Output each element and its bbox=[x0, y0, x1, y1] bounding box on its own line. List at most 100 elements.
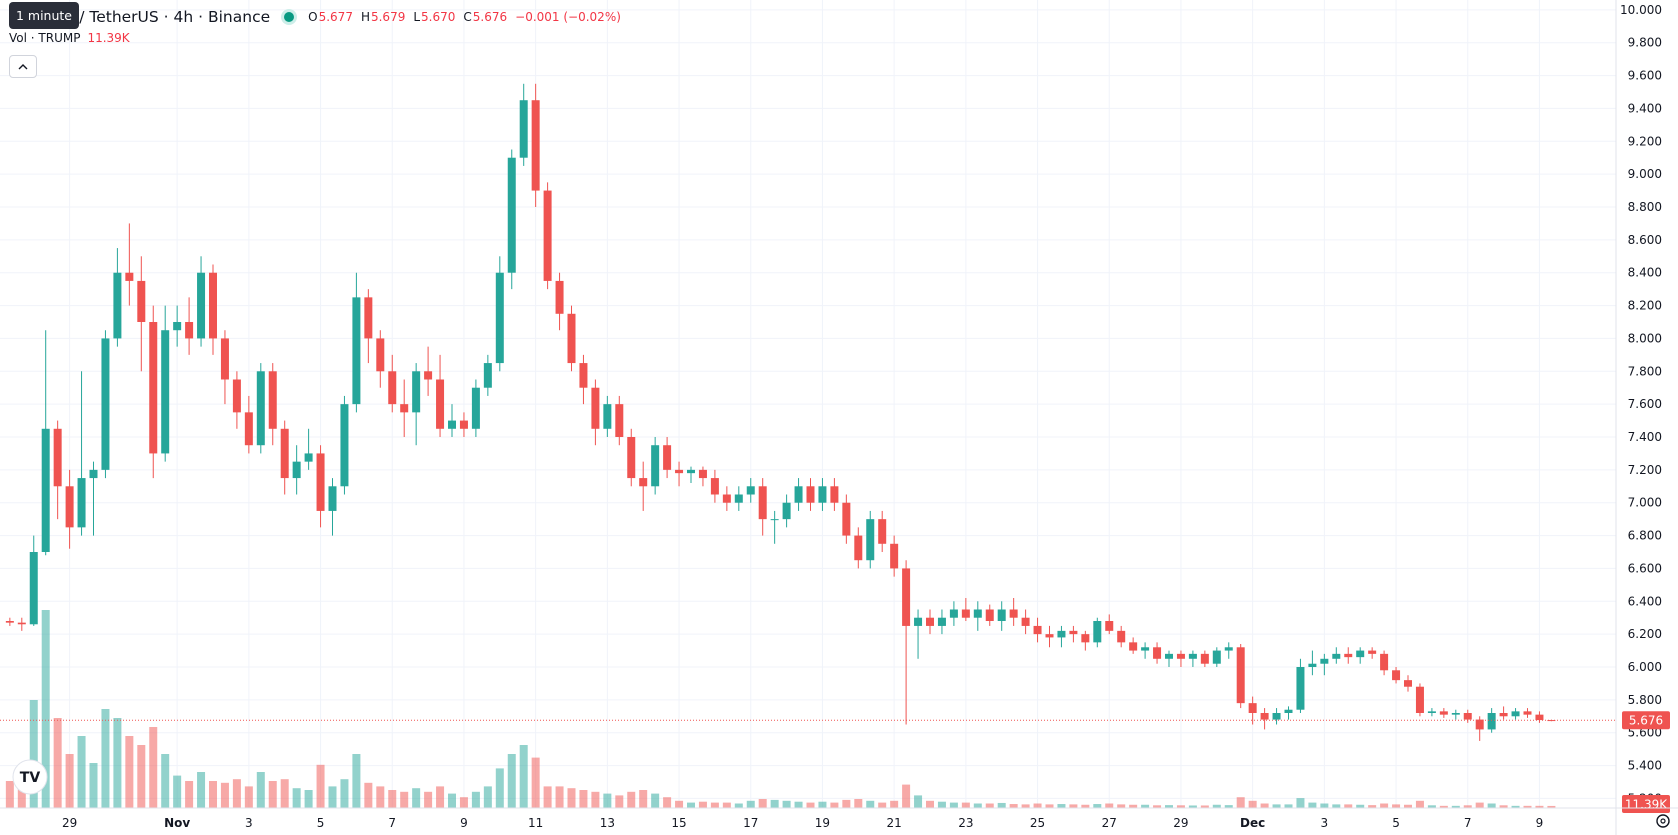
volume-bar bbox=[1380, 803, 1389, 808]
volume-bar bbox=[507, 754, 516, 808]
volume-bar bbox=[149, 727, 158, 808]
volume-bar bbox=[1487, 803, 1496, 808]
volume-bar bbox=[949, 802, 958, 808]
x-tick-label: 15 bbox=[671, 816, 686, 830]
volume-bar bbox=[412, 788, 421, 808]
x-tick-label: 17 bbox=[743, 816, 758, 830]
volume-bar bbox=[1427, 805, 1436, 808]
candle-body bbox=[758, 486, 767, 520]
x-tick-label: 27 bbox=[1102, 816, 1117, 830]
candle-body bbox=[1380, 653, 1389, 671]
candle-body bbox=[854, 535, 863, 561]
volume-bar bbox=[937, 801, 946, 808]
candle-body bbox=[1212, 650, 1221, 664]
volume-bar bbox=[1368, 805, 1377, 808]
volume-bar bbox=[687, 802, 695, 808]
volume-bar bbox=[710, 802, 719, 808]
volume-bar bbox=[1248, 800, 1257, 808]
candle-body bbox=[1200, 653, 1209, 664]
legend-value: 5.677 bbox=[318, 10, 353, 24]
y-tick-label: 8.000 bbox=[1628, 331, 1662, 345]
volume-bar bbox=[1236, 797, 1245, 808]
volume-bar bbox=[926, 800, 934, 808]
volume-bar bbox=[1117, 804, 1126, 808]
volume-bar bbox=[914, 795, 923, 808]
collapse-button[interactable] bbox=[9, 55, 37, 78]
volume-bar bbox=[1212, 804, 1221, 808]
candle-body bbox=[268, 371, 277, 429]
volume-bar bbox=[256, 772, 265, 808]
candle-body bbox=[1236, 647, 1245, 704]
candle-body bbox=[1021, 617, 1030, 626]
volume-bar bbox=[400, 791, 409, 808]
volume-bar bbox=[1356, 804, 1365, 808]
change: −0.001 (−0.02%) bbox=[515, 10, 621, 24]
candle-body bbox=[663, 445, 672, 470]
x-tick-label: 9 bbox=[460, 816, 468, 830]
candle-body bbox=[961, 609, 970, 618]
x-tick-label: 29 bbox=[1173, 816, 1188, 830]
volume-bar bbox=[1129, 804, 1138, 808]
x-tick-label: 7 bbox=[1464, 816, 1472, 830]
candle-body bbox=[1165, 653, 1173, 659]
volume-bar bbox=[328, 786, 337, 808]
candle-body bbox=[340, 404, 349, 487]
candle-body bbox=[1427, 711, 1436, 713]
candle-body bbox=[1105, 621, 1114, 631]
candle-body bbox=[507, 157, 516, 273]
volume-bar bbox=[304, 790, 313, 808]
candle-body bbox=[1117, 630, 1126, 643]
candle-body bbox=[926, 617, 934, 626]
volume-bar bbox=[1093, 804, 1102, 808]
volume-bar bbox=[1547, 805, 1556, 808]
volume-bar bbox=[1499, 805, 1508, 808]
volume-bar bbox=[161, 754, 170, 808]
x-tick-label: Dec bbox=[1240, 816, 1265, 830]
candle-body bbox=[113, 272, 122, 339]
candle-body bbox=[615, 404, 624, 437]
candle-body bbox=[710, 478, 719, 495]
candle-body bbox=[29, 552, 38, 625]
volume-bar bbox=[973, 803, 982, 808]
x-tick-label: 3 bbox=[1321, 816, 1329, 830]
candle-body bbox=[687, 469, 695, 474]
volume-bar bbox=[29, 700, 38, 808]
candle-body bbox=[137, 280, 146, 322]
candle-body bbox=[985, 609, 994, 621]
x-tick-label: 9 bbox=[1536, 816, 1544, 830]
candle-body bbox=[1272, 713, 1281, 720]
volume-bar bbox=[101, 709, 110, 808]
settings-icon[interactable] bbox=[1656, 814, 1670, 828]
candle-body bbox=[830, 486, 839, 503]
volume-bar bbox=[1284, 804, 1293, 808]
volume-bar bbox=[1535, 805, 1544, 808]
volume-bar bbox=[890, 800, 899, 808]
volume-bar bbox=[1045, 804, 1054, 808]
x-tick-label: 19 bbox=[815, 816, 830, 830]
candle-body bbox=[495, 272, 504, 364]
volume-bar bbox=[866, 800, 875, 808]
candle-body bbox=[914, 617, 923, 626]
candle-body bbox=[5, 621, 14, 623]
candle-body bbox=[125, 272, 134, 281]
volume-bar bbox=[459, 797, 468, 808]
candle-body bbox=[567, 313, 576, 364]
volume-bar bbox=[639, 790, 648, 808]
volume-bar bbox=[340, 779, 349, 808]
candle-body bbox=[997, 609, 1006, 621]
x-tick-label: 23 bbox=[958, 816, 973, 830]
candle-body bbox=[1415, 686, 1424, 713]
volume-bar bbox=[603, 793, 612, 808]
candle-body bbox=[555, 280, 564, 314]
candle-body bbox=[746, 486, 755, 495]
candle-body bbox=[149, 322, 158, 454]
y-tick-label: 8.800 bbox=[1628, 200, 1662, 214]
candle-body bbox=[1069, 630, 1078, 635]
candle-body bbox=[1487, 713, 1496, 730]
volume-bar bbox=[1463, 805, 1472, 808]
volume-bar bbox=[902, 784, 911, 808]
y-tick-label: 8.400 bbox=[1628, 266, 1662, 280]
volume-bar bbox=[483, 786, 492, 808]
volume-bar bbox=[495, 768, 504, 808]
